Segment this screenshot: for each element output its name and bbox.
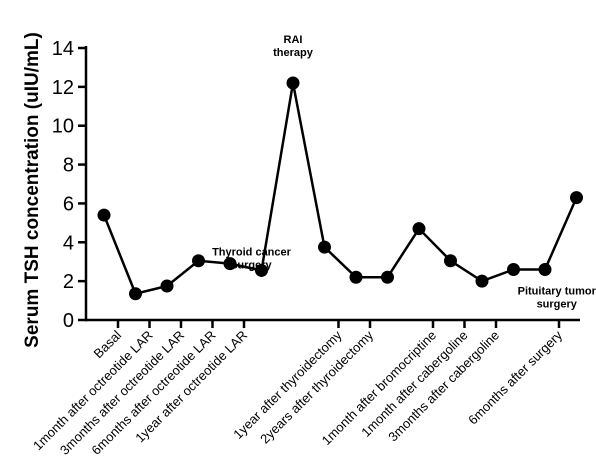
y-tick-label: 2 <box>63 271 74 293</box>
data-point <box>507 262 520 276</box>
data-point <box>349 270 363 284</box>
data-point <box>97 208 111 222</box>
annotation: Pituitary tumor surgery <box>518 285 596 310</box>
data-point <box>129 287 142 301</box>
data-point <box>570 191 583 205</box>
x-tick-label: 3months after octreotide LAR <box>57 328 187 458</box>
data-point <box>160 279 174 293</box>
annotation-line: Thyroid cancer <box>212 246 292 258</box>
annotation-line: therapy <box>273 47 314 59</box>
annotation-line: RAI <box>284 34 303 46</box>
data-point <box>538 262 552 276</box>
series <box>97 76 583 301</box>
y-tick-label: 8 <box>63 155 74 177</box>
data-point <box>444 254 457 268</box>
annotation-line: surgery <box>231 259 272 271</box>
y-tick-label: 14 <box>52 38 74 60</box>
axes <box>84 46 580 322</box>
data-point <box>192 254 205 268</box>
data-point <box>223 257 237 271</box>
data-point <box>412 222 426 236</box>
y-tick-label: 10 <box>52 116 74 138</box>
data-point <box>255 263 268 277</box>
y-tick-label: 0 <box>63 310 74 332</box>
y-tick-label: 6 <box>63 193 74 215</box>
data-point <box>318 240 331 254</box>
data-point <box>475 274 489 288</box>
annotation-line: surgery <box>537 298 578 310</box>
y-axis-label: Serum TSH concentration (uIU/mL) <box>22 32 43 348</box>
y-tick-label: 12 <box>52 77 74 99</box>
annotation-line: Pituitary tumor <box>518 285 596 297</box>
data-point <box>286 76 300 90</box>
annotation: RAI therapy <box>273 34 314 59</box>
y-ticks: 0 2 4 6 8 10 12 14 <box>52 38 86 332</box>
data-point <box>381 270 394 284</box>
y-tick-label: 4 <box>63 232 74 254</box>
series-line <box>102 82 578 296</box>
annotation: Thyroid cancer surgery <box>212 246 292 271</box>
